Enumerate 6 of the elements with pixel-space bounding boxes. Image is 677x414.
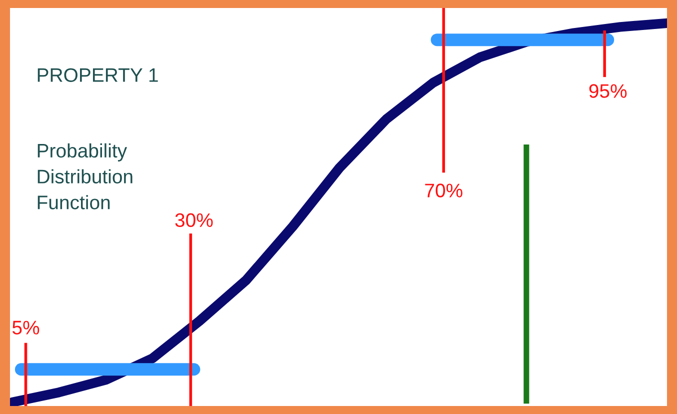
annotation: 70%	[425, 184, 462, 198]
annotation: 5%	[12, 320, 40, 334]
annotation: 30%	[175, 213, 213, 228]
annotation: PROPERTY 1	[38, 68, 158, 82]
annotation: 95%	[589, 84, 627, 98]
annotation: Probability Distribution Function	[38, 143, 132, 210]
